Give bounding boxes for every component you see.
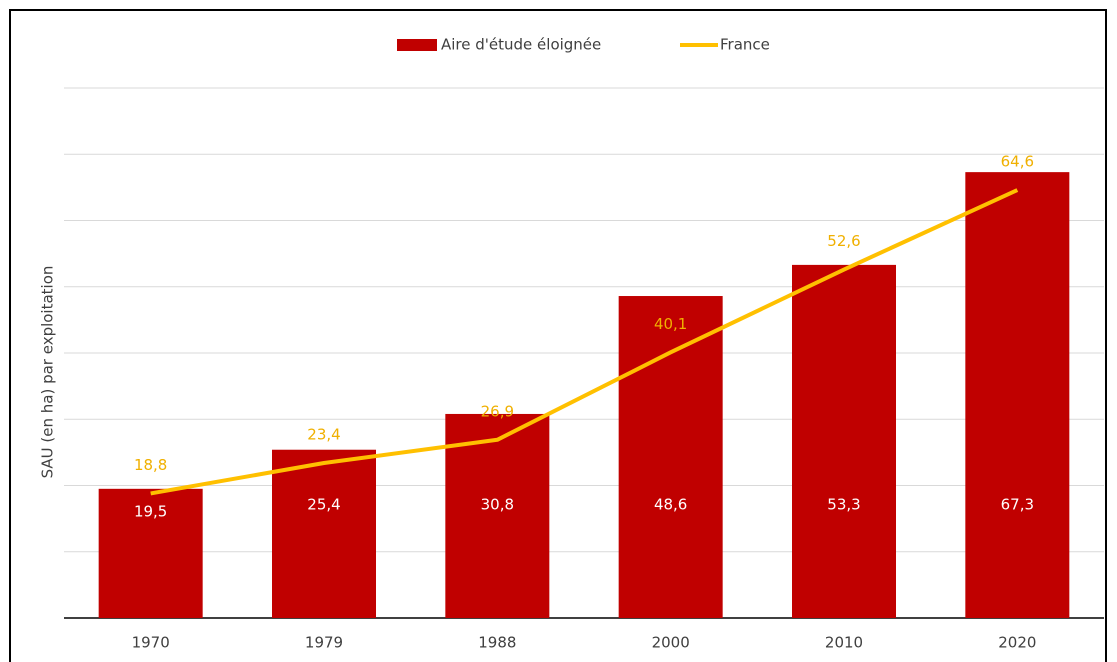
data-label: 25,4 xyxy=(307,496,340,514)
x-tick-label: 2020 xyxy=(998,634,1036,652)
bar xyxy=(965,172,1070,618)
data-label: 48,6 xyxy=(654,496,687,514)
x-tick-label: 2010 xyxy=(825,634,863,652)
y-axis-label: SAU (en ha) par exploitation xyxy=(39,266,57,479)
legend-label: Aire d'étude éloignée xyxy=(441,36,601,54)
x-tick-label: 1970 xyxy=(132,634,170,652)
data-label: 30,8 xyxy=(481,496,514,514)
data-label: 53,3 xyxy=(827,496,860,514)
data-label: 40,1 xyxy=(654,315,687,333)
bar xyxy=(792,264,896,618)
bar xyxy=(445,413,550,618)
bar xyxy=(98,488,203,618)
data-label: 19,5 xyxy=(134,502,167,520)
data-label: 64,6 xyxy=(1001,153,1034,171)
x-tick-label: 1988 xyxy=(478,634,516,652)
data-label: 26,9 xyxy=(481,402,514,420)
legend-label: France xyxy=(720,36,770,54)
line xyxy=(150,188,1019,496)
x-tick-label: 1979 xyxy=(305,634,343,652)
bar xyxy=(618,296,723,618)
data-label: 52,6 xyxy=(827,232,860,250)
data-label: 67,3 xyxy=(1001,496,1034,514)
x-tick-label: 2000 xyxy=(652,634,690,652)
bar xyxy=(272,449,376,618)
data-label: 23,4 xyxy=(307,425,340,443)
data-label: 18,8 xyxy=(134,456,167,474)
legend-swatch xyxy=(397,39,437,51)
